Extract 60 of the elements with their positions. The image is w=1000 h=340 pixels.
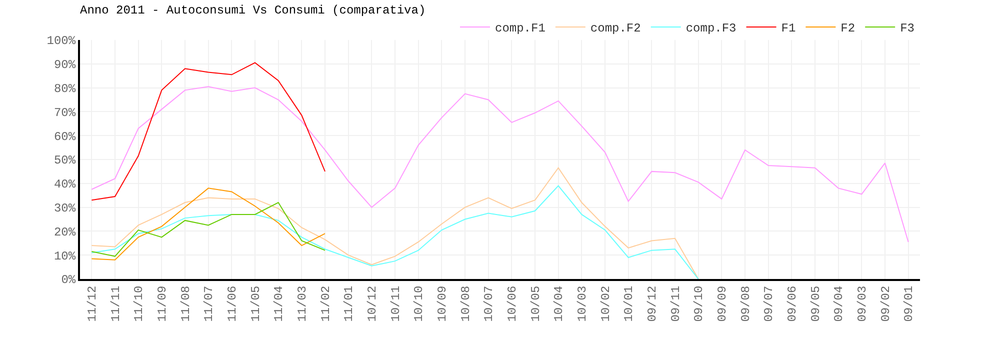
line-series	[91, 167, 699, 279]
x-tick-label: 10/06	[506, 286, 520, 322]
y-tick-label: 10%	[54, 249, 76, 264]
x-tick-label: 09/04	[832, 286, 846, 322]
x-tick-label: 09/06	[786, 286, 800, 322]
x-tick-label: 11/04	[272, 286, 286, 322]
x-tick-label: 10/09	[436, 286, 450, 322]
y-tick-label: 90%	[54, 58, 76, 72]
x-tick-label: 09/11	[668, 286, 683, 322]
x-tick-label: 10/05	[528, 286, 543, 322]
line-series	[91, 202, 326, 257]
x-tick-label: 09/09	[716, 286, 730, 322]
x-tick-label: 10/01	[622, 286, 636, 322]
x-tick-label: 09/10	[692, 286, 706, 322]
x-tick-label: 11/09	[156, 286, 170, 322]
x-tick-label: 10/03	[576, 286, 590, 322]
x-tick-label: 10/07	[482, 286, 496, 322]
x-tick-label: 11/07	[202, 286, 216, 322]
y-tick-label: 40%	[54, 178, 76, 192]
y-tick-label: 50%	[54, 154, 76, 168]
x-tick-label: 11/11	[108, 286, 123, 322]
x-tick-label: 11/08	[178, 286, 193, 322]
y-tick-label: 0%	[61, 273, 76, 288]
line-series	[91, 62, 326, 201]
line-series	[91, 86, 909, 242]
x-tick-label: 11/05	[248, 286, 263, 322]
legend-label: comp.F2	[590, 22, 641, 36]
y-tick-label: 30%	[54, 202, 76, 216]
x-tick-label: 10/08	[458, 286, 473, 322]
y-tick-label: 100%	[46, 34, 76, 48]
x-tick-label: 09/02	[878, 286, 893, 322]
x-tick-label: 10/02	[598, 286, 613, 322]
legend-label: F3	[900, 22, 914, 36]
chart-title: Anno 2011 - Autoconsumi Vs Consumi (comparativa)	[80, 4, 426, 18]
legend-label: comp.F3	[686, 22, 736, 36]
x-tick-label: 11/10	[132, 286, 146, 322]
legend-label: F1	[781, 22, 796, 36]
line-series	[91, 185, 699, 279]
x-tick-label: 11/01	[342, 286, 356, 322]
x-tick-label: 09/01	[902, 286, 916, 322]
x-tick-label: 11/06	[226, 286, 240, 322]
y-tick-label: 20%	[54, 225, 76, 240]
legend-label: F2	[840, 22, 856, 36]
x-tick-label: 10/10	[412, 286, 426, 322]
x-tick-label: 09/12	[646, 286, 660, 322]
x-tick-label: 09/03	[856, 286, 870, 322]
x-tick-label: 11/12	[86, 286, 100, 322]
x-tick-label: 11/02	[318, 286, 333, 322]
y-tick-label: 80%	[54, 82, 76, 96]
x-tick-label: 10/04	[552, 286, 566, 322]
legend-label: comp.F1	[495, 22, 546, 36]
x-tick-label: 09/07	[762, 286, 776, 322]
y-tick-label: 70%	[54, 106, 76, 120]
x-tick-label: 10/11	[388, 286, 403, 322]
x-tick-label: 11/03	[296, 286, 310, 322]
x-tick-label: 09/05	[808, 286, 823, 322]
line-series	[91, 188, 326, 260]
x-tick-label: 09/08	[738, 286, 753, 322]
y-tick-label: 60%	[54, 130, 76, 144]
x-tick-label: 10/12	[366, 286, 380, 322]
